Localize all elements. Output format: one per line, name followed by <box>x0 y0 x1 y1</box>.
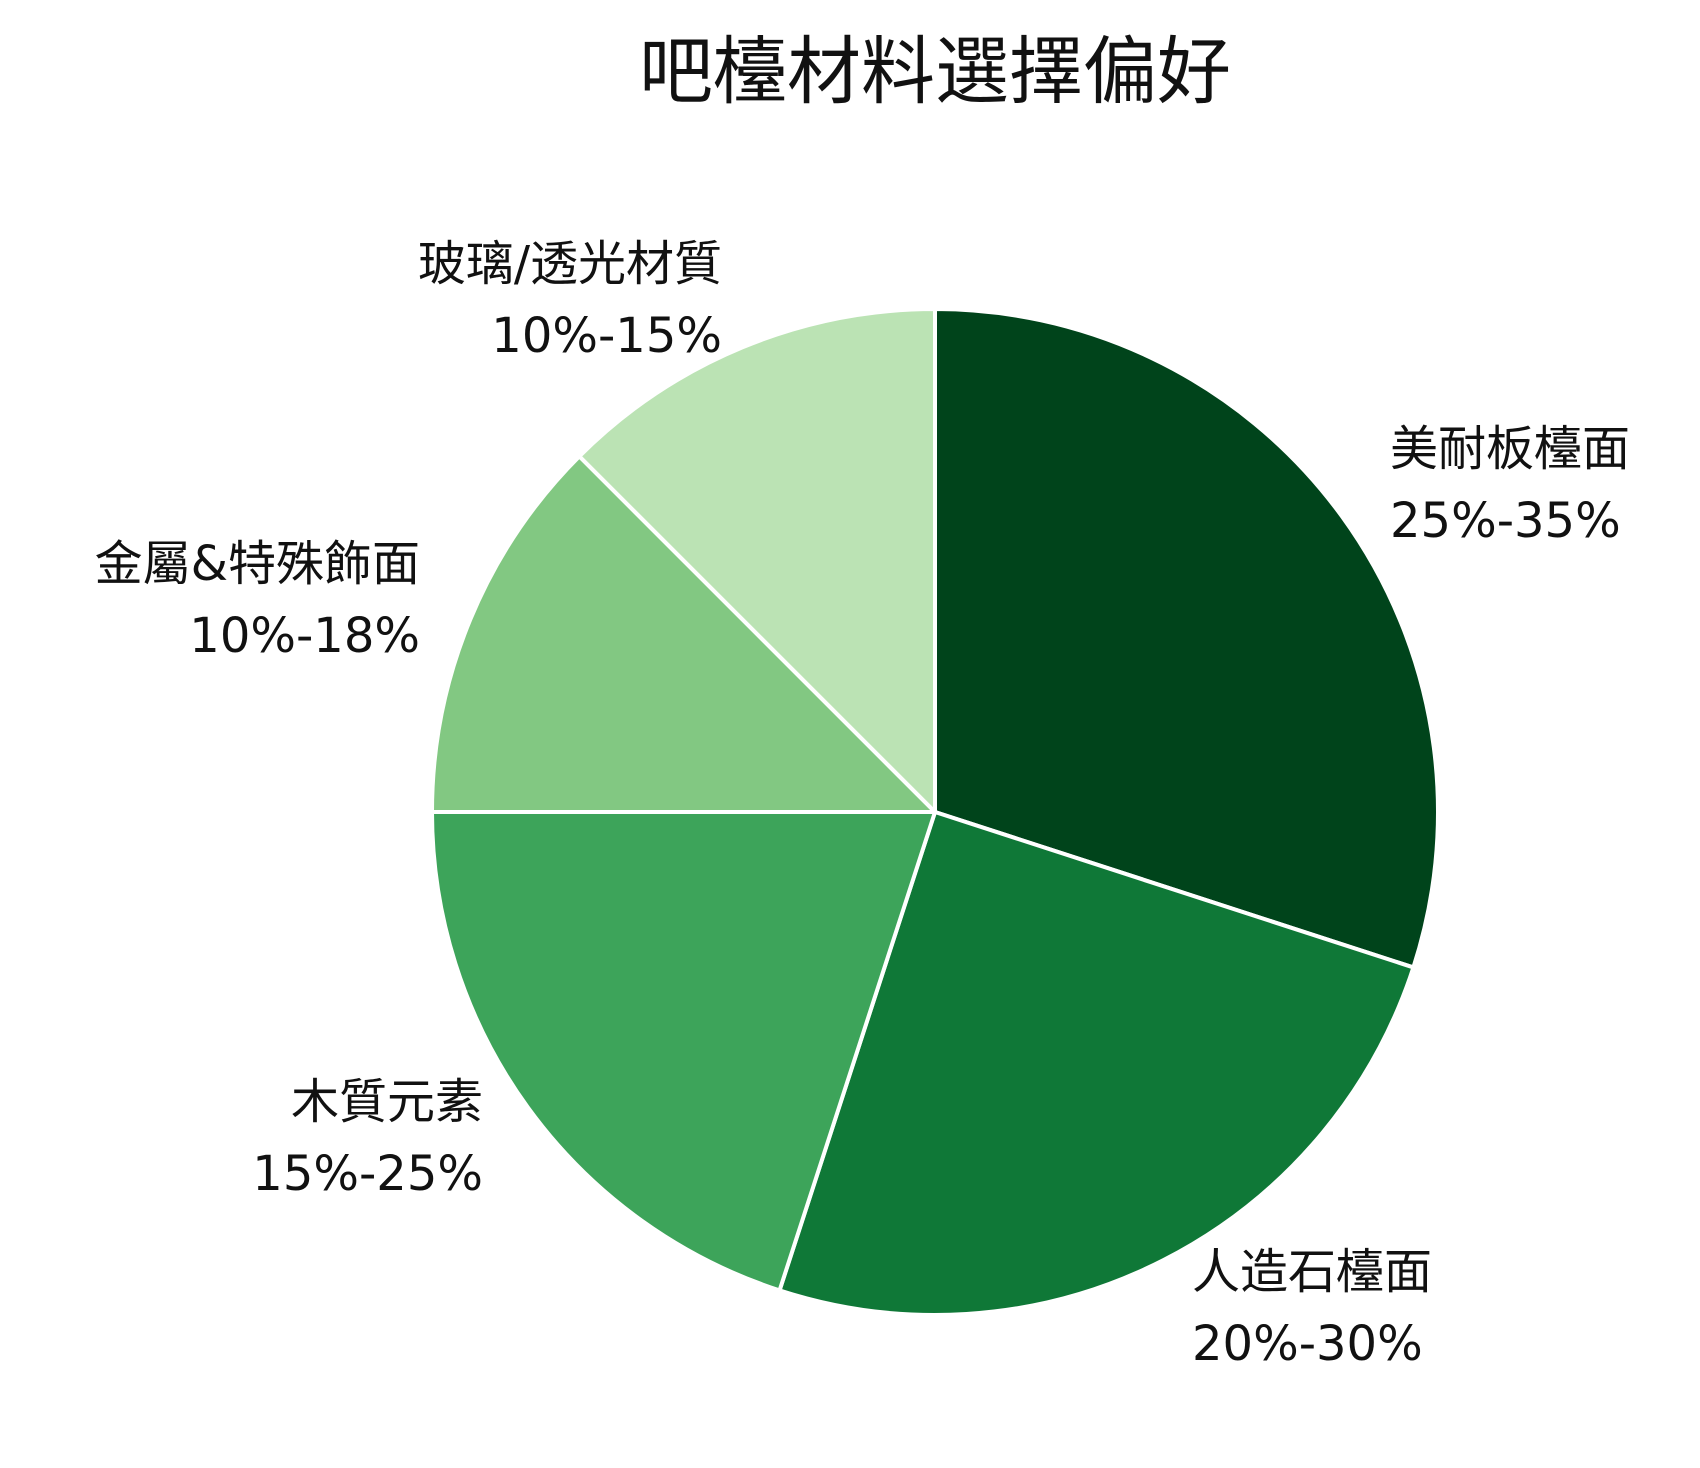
slice-label-1: 美耐板檯面 <box>1390 421 1630 477</box>
pie-slices <box>430 307 1440 1317</box>
slice-label-5: 玻璃/透光材質 <box>418 236 722 292</box>
pie-slice-5 <box>577 307 937 814</box>
slice-range-4: 10%-18% <box>189 608 420 664</box>
slice-label-4: 金屬&特殊飾面 <box>95 536 420 592</box>
slice-range-2: 20%-30% <box>1192 1316 1423 1372</box>
slice-label-3: 木質元素 <box>291 1074 483 1130</box>
pie-slice-1 <box>933 307 1440 970</box>
slice-label-2: 人造石檯面 <box>1192 1244 1432 1300</box>
slice-range-1: 25%-35% <box>1390 493 1621 549</box>
slice-range-3: 15%-25% <box>252 1146 483 1202</box>
slice-labels: 美耐板檯面 25%-35% 人造石檯面 20%-30% 木質元素 15%-25% 金屬&特殊… <box>95 236 1630 1372</box>
slice-range-5: 10%-15% <box>491 308 722 364</box>
pie-slice-3 <box>430 810 937 1293</box>
chart-title: 吧檯材料選擇偏好 <box>639 29 1231 115</box>
pie-slice-4 <box>430 454 937 814</box>
pie-slice-2 <box>777 810 1416 1317</box>
